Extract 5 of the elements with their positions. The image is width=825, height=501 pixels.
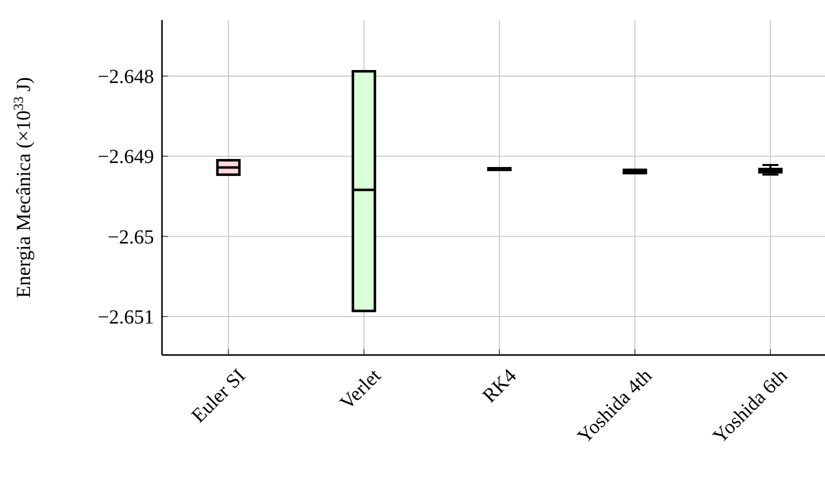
y-tick-label: −2.65 xyxy=(108,226,154,248)
y-tick-label: −2.651 xyxy=(98,306,154,329)
y-tick-label: −2.649 xyxy=(98,146,154,168)
y-tick-label: −2.648 xyxy=(98,66,154,88)
x-tick-label: RK4 xyxy=(478,364,521,408)
